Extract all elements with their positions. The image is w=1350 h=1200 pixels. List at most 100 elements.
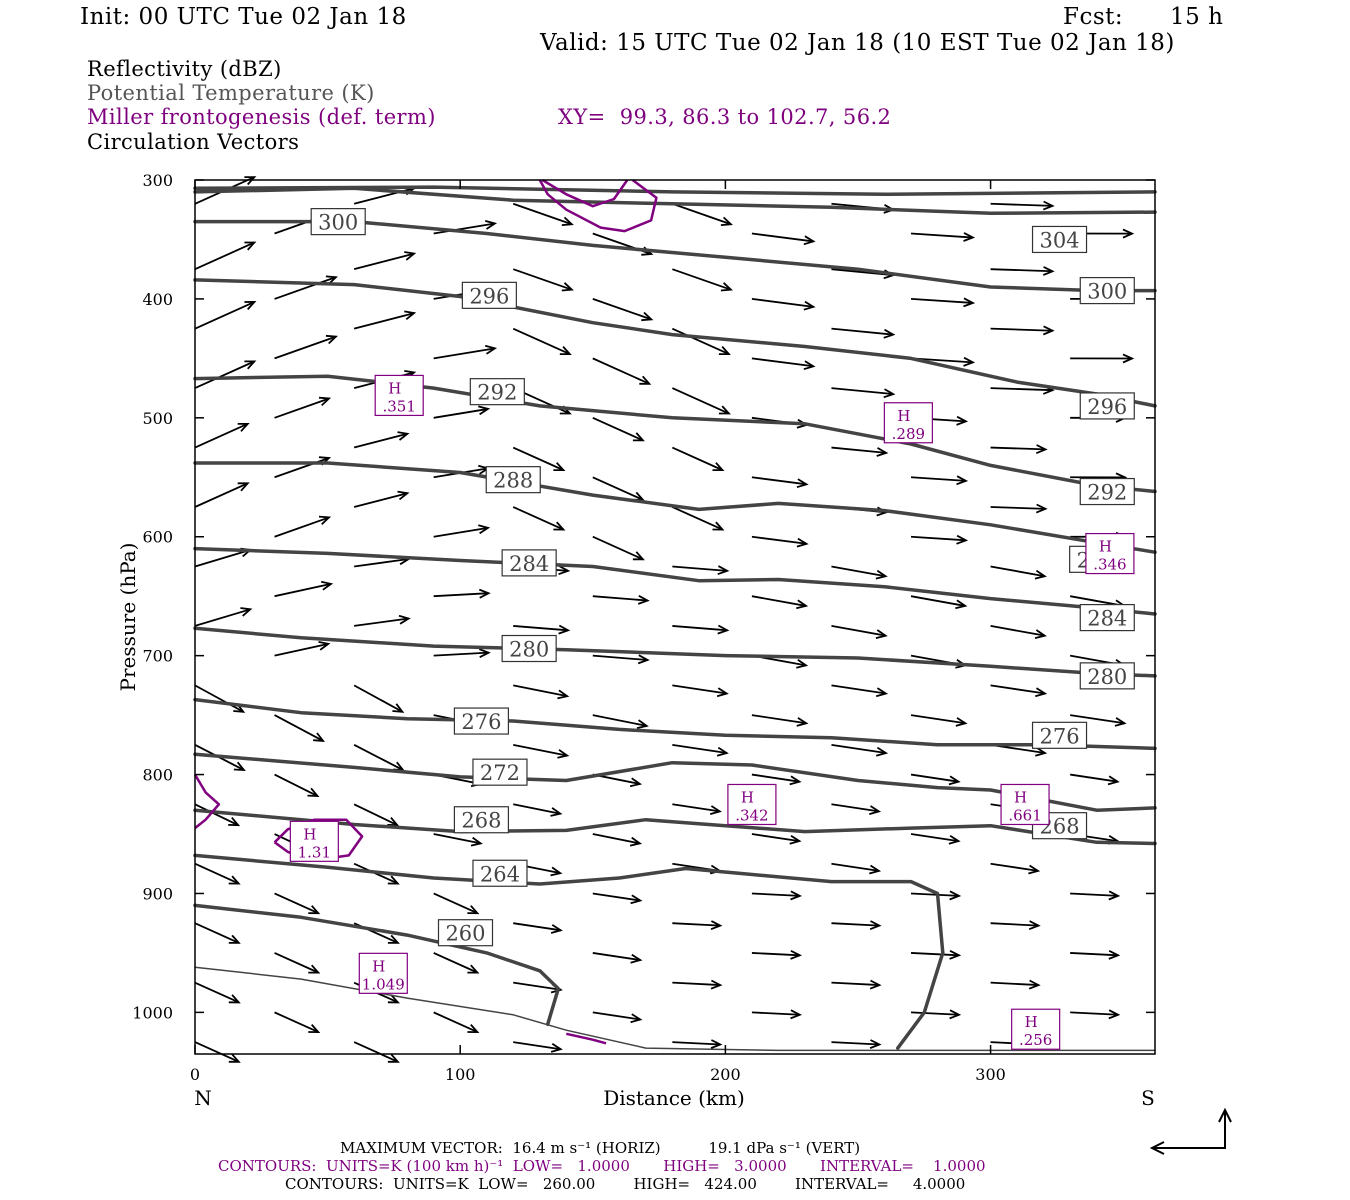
vector-shaft (513, 981, 561, 991)
vector-head (387, 994, 400, 1004)
vector-head (956, 534, 969, 545)
vector-shaft (592, 833, 641, 845)
vector-shaft (353, 744, 404, 771)
vector-head (557, 749, 570, 759)
circulation-vector (990, 565, 1047, 580)
vector-head (553, 462, 566, 472)
vector-shaft (990, 327, 1053, 332)
circulation-vector (990, 325, 1055, 336)
vector-shaft (990, 506, 1046, 510)
vector-shaft (194, 301, 255, 330)
vector-head (709, 805, 722, 815)
fronto-max-box (1000, 783, 1050, 826)
circulation-vector (274, 773, 320, 797)
isentrope-labels: 2602642682682722762762802802842842882882… (310, 208, 1135, 947)
circulation-vector (433, 892, 480, 915)
vector-shaft (1070, 773, 1118, 783)
circulation-vector (592, 1011, 643, 1024)
circulation-vector (512, 327, 572, 356)
y-tick-label: 600 (142, 528, 173, 547)
circulation-vector (831, 1039, 882, 1049)
vector-head (710, 979, 723, 990)
circulation-vector (274, 1011, 321, 1034)
vector-head (796, 659, 809, 669)
x-tick-label: 0 (190, 1065, 200, 1084)
vector-shaft (1070, 952, 1119, 957)
vector-shaft (433, 952, 478, 974)
isentrope-label-box (453, 707, 510, 735)
vector-shaft (353, 492, 408, 508)
isentrope-label-box (472, 859, 528, 887)
vector-head (949, 1009, 962, 1020)
vector-shaft (831, 743, 886, 754)
circulation-vector (831, 979, 882, 990)
circulation-vector (592, 298, 654, 322)
fronto-max-value: .342 (735, 806, 768, 824)
vector-shaft (433, 651, 489, 657)
vector-shaft (751, 298, 814, 308)
vector-shaft (513, 922, 561, 932)
circulation-vector (592, 952, 643, 964)
frontogenesis-contour (541, 178, 629, 208)
vector-head (949, 890, 962, 901)
circulation-vector (592, 714, 649, 729)
vector-shaft (353, 432, 408, 449)
circulation-vector (910, 595, 968, 610)
isentrope-line (193, 903, 561, 1027)
fronto-max-label: H (388, 379, 401, 397)
isentrope-label-box (1079, 603, 1135, 632)
fronto-max-box (883, 402, 933, 444)
vector-head (470, 836, 483, 847)
vector-shaft (194, 684, 244, 713)
reference-vector-icon (1149, 1107, 1232, 1155)
circulation-vector (671, 387, 731, 415)
vector-shaft (751, 476, 807, 486)
vector-head (630, 1013, 643, 1024)
fronto-max-box (374, 374, 424, 417)
circulation-vector (990, 266, 1055, 276)
vector-head (963, 297, 976, 308)
isentrope-label: 296 (1087, 395, 1127, 419)
vector-head (789, 775, 802, 786)
isentrope-label-box (485, 466, 541, 494)
isentrope-lines (193, 185, 1157, 1052)
circulation-vector (990, 862, 1041, 875)
isentrope-label: 292 (1087, 481, 1127, 505)
vector-shaft (592, 952, 641, 961)
vector-shaft (672, 981, 721, 986)
circulation-vector (513, 803, 563, 817)
circulation-vector (433, 648, 491, 659)
circulation-vector (672, 565, 730, 576)
vector-shaft (672, 803, 720, 813)
vector-shaft (353, 558, 409, 568)
circulation-vector (751, 595, 809, 610)
circulation-vector (592, 535, 645, 561)
max-vector-info: MAXIMUM VECTOR: 16.4 m s⁻¹ (HORIZ) 19.1 … (340, 1139, 861, 1157)
y-axis-label: Pressure (hPa) (116, 543, 140, 692)
vector-head (397, 490, 410, 501)
vector-shaft (910, 714, 966, 725)
circulation-vector (672, 1039, 723, 1049)
cross-section-endpoints: XY= 99.3, 86.3 to 102.7, 56.2 (558, 105, 892, 129)
vector-head (550, 1043, 563, 1053)
vector-shaft (672, 743, 727, 754)
circulation-vector (910, 890, 962, 901)
frontogenesis-contour (538, 178, 658, 233)
vector-head (550, 807, 563, 817)
circulation-vector (512, 202, 574, 226)
circulation-vector (1070, 714, 1127, 727)
vector-shaft (274, 276, 337, 300)
isentrope-label-box (1079, 392, 1135, 420)
vector-head (478, 524, 491, 535)
circulation-vector (513, 922, 563, 934)
vector-head (1028, 979, 1041, 990)
vector-head (1028, 920, 1041, 931)
vector-head (228, 934, 241, 944)
circulation-vector (274, 456, 332, 479)
vector-head (313, 732, 326, 742)
circulation-vector (433, 344, 498, 360)
isentrope-line (193, 461, 1157, 554)
vector-shaft (592, 595, 648, 602)
vector-shaft (512, 506, 564, 531)
vector-shaft (353, 1041, 399, 1063)
